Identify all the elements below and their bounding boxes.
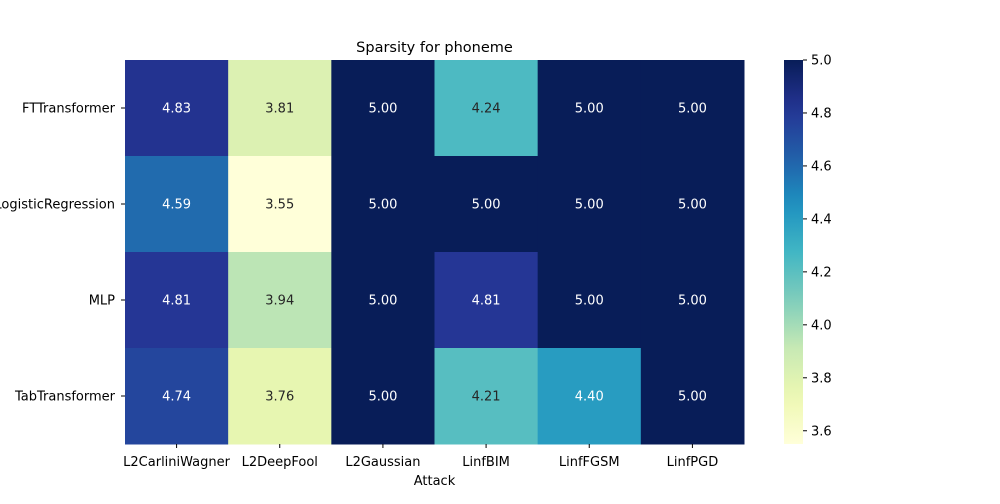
heatmap-cell	[228, 348, 332, 445]
heatmap-cell	[228, 156, 332, 253]
heatmap-cell-label: 5.00	[575, 102, 604, 117]
x-axis-label: Attack	[414, 474, 456, 489]
colorbar: 3.6 3.8 4.0 4.2 4.4 4.6 4.8 5.0	[784, 54, 832, 444]
heatmap-cell	[228, 60, 332, 157]
x-tick-label: LinfFGSM	[559, 455, 620, 470]
colorbar-tick-label: 3.8	[811, 371, 832, 386]
heatmap-cell-label: 3.94	[265, 294, 294, 309]
heatmap-cell	[640, 60, 745, 157]
y-tick-label: TabTransformer	[14, 390, 116, 405]
heatmap-cell	[125, 60, 229, 157]
heatmap-cell-labels: 4.83 3.81 5.00 4.24 5.00 5.00 4.59 3.55 5.00 5.00…	[162, 102, 707, 405]
y-tick-label: LogisticRegression	[0, 198, 115, 213]
heatmap-cell-label: 4.40	[575, 390, 604, 405]
heatmap-cell	[434, 156, 539, 253]
y-axis: FTTransformer LogisticRegression MLP TabTra…	[0, 102, 125, 405]
colorbar-tick-label: 4.4	[811, 212, 832, 227]
y-tick-label: MLP	[89, 294, 115, 309]
colorbar-tick-label: 3.6	[811, 424, 832, 439]
y-tick-label: FTTransformer	[22, 102, 116, 117]
heatmap-cell	[331, 156, 435, 253]
heatmap-cell-label: 3.76	[265, 390, 294, 405]
x-tick-label: L2DeepFool	[242, 455, 318, 470]
heatmap-cell	[434, 60, 539, 157]
heatmap-cells	[125, 60, 745, 445]
heatmap-cell-label: 3.81	[265, 102, 294, 117]
heatmap-cell-label: 5.00	[472, 198, 501, 213]
heatmap-cell-label: 4.21	[472, 390, 501, 405]
x-axis: L2CarliniWagner L2DeepFool L2Gaussian LinfB…	[123, 444, 718, 470]
chart-title: Sparsity for phoneme	[356, 40, 513, 56]
heatmap-cell	[640, 348, 745, 445]
heatmap-cell-label: 5.00	[678, 198, 707, 213]
colorbar-tick-label: 5.0	[811, 54, 832, 69]
colorbar-tick-label: 4.2	[811, 265, 832, 280]
heatmap-cell-label: 4.59	[162, 198, 191, 213]
colorbar-tick-label: 4.0	[811, 318, 832, 333]
colorbar-gradient	[784, 60, 803, 444]
heatmap-cell	[640, 252, 745, 349]
x-tick-label: LinfBIM	[462, 455, 510, 470]
x-tick-label: L2Gaussian	[345, 455, 420, 470]
heatmap-cell	[331, 348, 435, 445]
heatmap-cell	[331, 60, 435, 157]
heatmap-cell-label: 4.74	[162, 390, 191, 405]
heatmap-cell	[125, 156, 229, 253]
heatmap-cell	[537, 348, 642, 445]
heatmap-cell-label: 5.00	[678, 102, 707, 117]
heatmap-cell-label: 5.00	[678, 390, 707, 405]
heatmap-cell-label: 5.00	[368, 102, 397, 117]
heatmap-cell-label: 5.00	[368, 390, 397, 405]
colorbar-tick-label: 4.8	[811, 106, 832, 121]
heatmap-cell	[125, 252, 229, 349]
heatmap-cell	[537, 156, 642, 253]
heatmap-cell-label: 4.81	[162, 294, 191, 309]
heatmap-cell-label: 4.83	[162, 102, 191, 117]
heatmap-cell	[537, 252, 642, 349]
heatmap-cell-label: 5.00	[575, 294, 604, 309]
colorbar-tick-label: 4.6	[811, 159, 832, 174]
heatmap-cell-label: 5.00	[575, 198, 604, 213]
heatmap-cell-label: 5.00	[678, 294, 707, 309]
heatmap-cell-label: 3.55	[265, 198, 294, 213]
heatmap-cell	[331, 252, 435, 349]
heatmap-cell-label: 5.00	[368, 294, 397, 309]
x-tick-label: LinfPGD	[667, 455, 719, 470]
heatmap-cell	[125, 348, 229, 445]
heatmap-cell	[537, 60, 642, 157]
heatmap-cell	[640, 156, 745, 253]
heatmap-cell-label: 4.81	[472, 294, 501, 309]
heatmap-cell-label: 5.00	[368, 198, 397, 213]
heatmap-cell	[434, 252, 539, 349]
heatmap-cell-label: 4.24	[472, 102, 501, 117]
heatmap-cell	[228, 252, 332, 349]
x-tick-label: L2CarliniWagner	[123, 455, 230, 470]
heatmap-cell	[434, 348, 539, 445]
